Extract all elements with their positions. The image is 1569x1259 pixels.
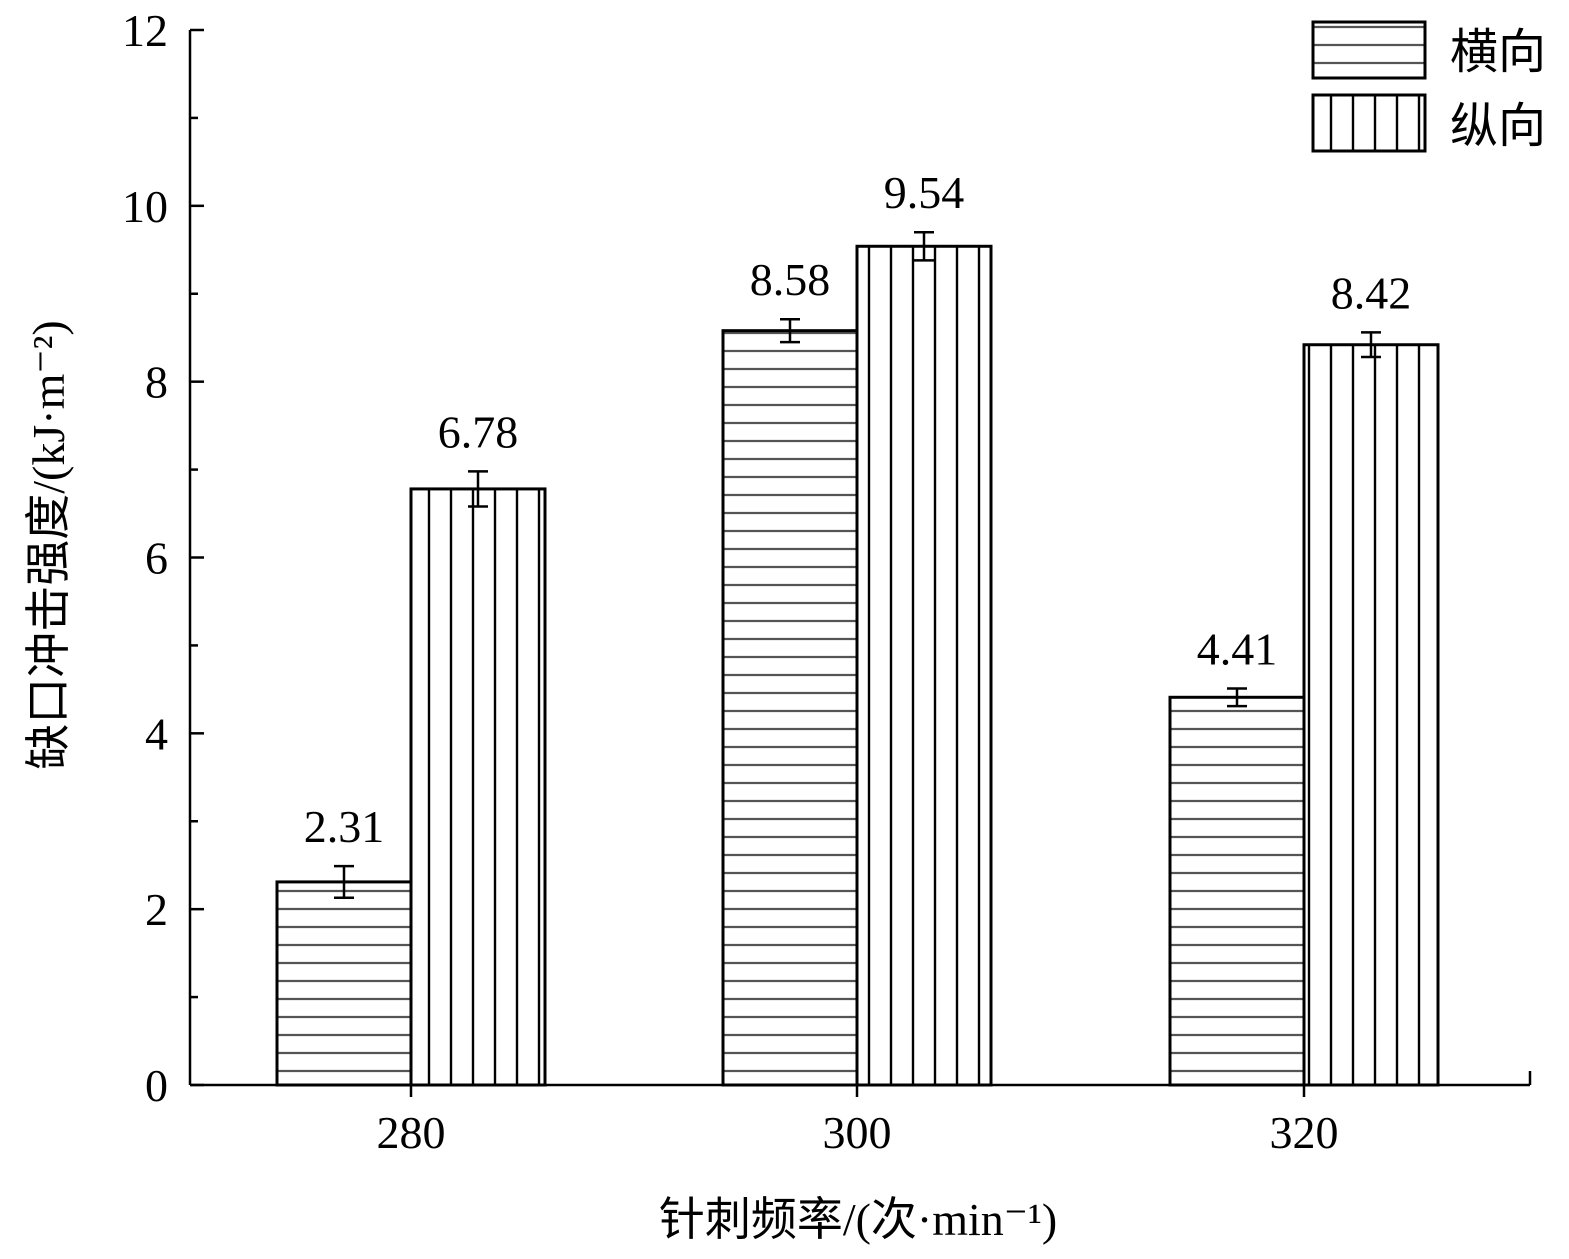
error-bar	[914, 230, 934, 262]
x-category-label: 300	[823, 1107, 892, 1158]
y-tick-label: 4	[145, 708, 168, 759]
y-axis-title: 缺口冲击强度/(kJ·m⁻²)	[23, 320, 74, 770]
error-bar	[1227, 687, 1247, 708]
bar-vertical-300	[855, 244, 993, 1087]
error-bar	[1361, 331, 1381, 359]
x-category-label: 320	[1270, 1107, 1339, 1158]
data-label-horizontal: 8.58	[750, 254, 831, 305]
y-tick-label: 10	[122, 181, 168, 232]
legend-label-vertical: 纵向	[1450, 100, 1546, 153]
data-label-vertical: 8.42	[1331, 267, 1412, 318]
x-category-label: 280	[377, 1107, 446, 1158]
data-label-horizontal: 2.31	[304, 801, 385, 852]
x-category-labels: 280 300 320	[377, 1085, 1339, 1158]
y-tick-label: 12	[122, 5, 168, 56]
y-tick-label: 6	[145, 533, 168, 584]
legend-swatch-horizontal	[1311, 20, 1427, 80]
data-label-horizontal: 4.41	[1197, 623, 1278, 674]
error-bar	[334, 864, 354, 899]
y-ticks-layer: 0 2 4 6 8 10 12	[122, 5, 204, 1111]
error-bar	[780, 317, 800, 344]
bar-vertical-320	[1302, 343, 1440, 1087]
legend: 横向 纵向	[1311, 20, 1546, 153]
y-tick-label: 2	[145, 884, 168, 935]
bar-horizontal-320	[1168, 695, 1306, 1087]
legend-label-horizontal: 横向	[1450, 26, 1546, 79]
y-tick-label: 0	[145, 1060, 168, 1111]
legend-swatch-vertical	[1311, 93, 1427, 153]
data-labels-layer: 2.31 8.58 4.41 6.78 9.54 8.42	[304, 167, 1412, 852]
y-tick-label: 8	[145, 357, 168, 408]
data-label-vertical: 9.54	[884, 167, 965, 218]
data-label-vertical: 6.78	[438, 406, 519, 457]
bar-horizontal-300	[721, 329, 859, 1087]
error-bars-layer	[334, 230, 1381, 899]
bars-layer	[275, 244, 1440, 1087]
bar-vertical-280	[409, 487, 547, 1087]
x-axis-title: 针刺频率/(次·min⁻¹)	[659, 1194, 1057, 1245]
bar-horizontal-280	[275, 880, 413, 1087]
error-bar	[468, 470, 488, 508]
